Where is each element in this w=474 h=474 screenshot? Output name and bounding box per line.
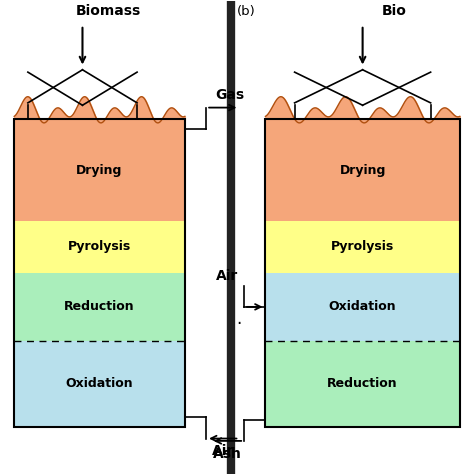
Bar bbox=[265, 119, 460, 221]
Bar bbox=[265, 341, 460, 427]
Text: Gas: Gas bbox=[216, 88, 245, 102]
Bar bbox=[14, 119, 185, 427]
Bar bbox=[14, 221, 185, 273]
Text: Oxidation: Oxidation bbox=[329, 301, 396, 313]
Text: Ash: Ash bbox=[213, 447, 242, 461]
Text: Air: Air bbox=[212, 444, 234, 458]
Bar bbox=[265, 119, 460, 427]
Text: Oxidation: Oxidation bbox=[66, 377, 133, 390]
Text: Biomass: Biomass bbox=[75, 4, 141, 18]
Bar bbox=[265, 221, 460, 273]
Text: Pyrolysis: Pyrolysis bbox=[331, 240, 394, 254]
Text: Bio: Bio bbox=[382, 4, 407, 18]
Bar bbox=[14, 341, 185, 427]
Text: Air: Air bbox=[217, 269, 238, 283]
Text: Reduction: Reduction bbox=[64, 301, 135, 313]
Bar bbox=[14, 273, 185, 341]
Text: (b): (b) bbox=[237, 5, 256, 18]
Text: Reduction: Reduction bbox=[328, 377, 398, 390]
Text: .: . bbox=[237, 310, 242, 328]
Text: Drying: Drying bbox=[339, 164, 386, 177]
Text: Drying: Drying bbox=[76, 164, 123, 177]
Bar bbox=[265, 273, 460, 341]
Text: Pyrolysis: Pyrolysis bbox=[68, 240, 131, 254]
Bar bbox=[14, 119, 185, 221]
